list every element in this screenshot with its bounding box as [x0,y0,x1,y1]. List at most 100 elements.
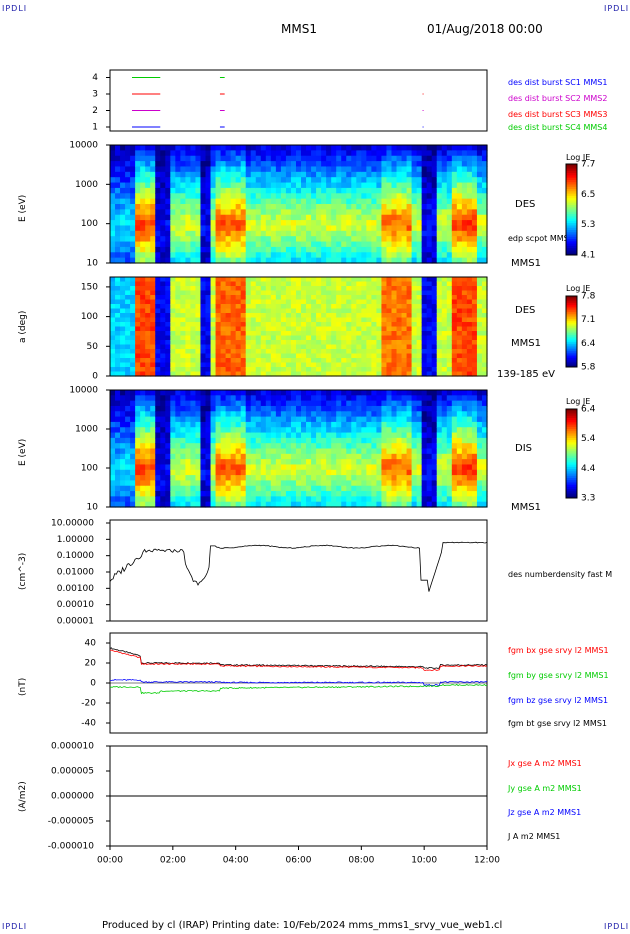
spectrogram-cell [205,313,212,319]
spectrogram-cell [431,281,438,287]
spectrogram-cell [346,353,352,359]
spectrogram-cell [336,485,342,492]
spectrogram-cell [476,331,483,337]
spectrogram-cell [145,257,151,264]
spectrogram-cell [416,313,423,319]
spectrogram-cell [110,290,116,296]
spectrogram-cell [110,411,116,418]
spectrogram-cell [150,335,156,341]
spectrogram-cell [446,480,453,487]
spectrogram-cell [290,220,297,227]
spectrogram-cell [456,427,463,434]
spectrogram-cell [311,290,317,296]
spectrogram-cell [215,496,222,503]
spectrogram-cell [401,448,408,455]
spectrogram-cell [245,344,252,350]
spectrogram-cell [265,286,272,292]
spectrogram-cell [190,448,197,455]
spectrogram-cell [361,277,367,283]
spectrogram-cell [285,150,292,157]
spectrogram-cell [346,317,352,323]
spectrogram-cell [391,299,398,305]
spectrogram-cell [346,246,352,253]
spectrogram-cell [255,277,262,283]
spectrogram-cell [225,308,232,314]
spectrogram-cell [426,277,433,283]
spectrogram-cell [285,225,292,232]
spectrogram-cell [376,331,383,337]
spectrogram-cell [225,193,232,200]
spectrogram-cell [230,308,237,314]
spectrogram-cell [190,469,197,476]
spectrogram-cell [381,335,388,341]
spectrogram-cell [130,246,136,253]
spectrogram-cell [235,491,242,497]
spectrogram-cell [316,367,322,373]
spectrogram-cell [200,198,207,205]
spectrogram-cell [391,322,398,328]
spectrogram-cell [295,453,302,460]
spectrogram-cell [205,501,212,508]
spectrogram-cell [255,353,262,359]
spectrogram-cell [290,241,297,248]
spectrogram-cell [145,145,151,151]
spectrogram-cell [215,335,222,341]
spectrogram-cell [285,443,292,450]
spectrogram-cell [110,155,116,162]
spectrogram-cell [110,480,116,487]
spectrogram-cell [411,161,418,168]
spectrogram-cell [255,390,262,396]
spectrogram-cell [361,187,367,194]
spectrogram-cell [180,331,186,337]
spectrogram-cell [205,252,212,259]
spectrogram-cell [210,390,217,396]
spectrogram-cell [275,177,282,184]
spectrogram-cell [386,304,393,310]
spectrogram-cell [200,241,207,248]
spectrogram-cell [130,416,136,423]
spectrogram-cell [356,177,362,184]
spectrogram-cell [406,411,413,418]
spectrogram-cell [371,241,378,248]
spectrogram-cell [145,496,151,503]
spectrogram-cell [416,225,423,232]
spectrogram-cell [346,349,352,355]
spectrogram-cell [225,166,232,173]
spectrogram-cell [275,335,282,341]
spectrogram-cell [391,475,398,482]
spectrogram-cell [301,252,307,259]
spectrogram-cell [381,236,388,243]
spectrogram-cell [471,171,478,178]
spectrogram-cell [361,353,367,359]
spectrogram-cell [391,405,398,412]
spectrogram-cell [130,236,136,243]
spectrogram-cell [170,187,176,194]
spectrogram-cell [285,411,292,418]
spectrogram-cell [250,469,257,476]
spectrogram-cell [235,405,242,412]
spectrogram-cell [466,286,473,292]
spectrogram-cell [255,480,262,487]
spectrogram-cell [245,277,252,283]
spectrogram-cell [406,390,413,396]
spectrogram-cell [190,290,197,296]
spectrogram-cell [421,480,428,487]
spectrogram-cell [361,322,367,328]
spectrogram-cell [265,322,272,328]
spectrogram-cell [230,331,237,337]
spectrogram-cell [421,209,428,216]
spectrogram-cell [250,241,257,248]
spectrogram-cell [155,371,161,377]
spectrogram-cell [155,331,161,337]
spectrogram-cell [130,464,136,471]
spectrogram-cell [160,326,166,332]
spectrogram-cell [235,290,242,296]
spectrogram-cell [366,161,372,168]
spectrogram-cell [230,204,237,210]
spectrogram-cell [165,344,171,350]
spectrogram-cell [175,496,181,503]
spectrogram-cell [295,367,302,373]
spectrogram-cell [411,475,418,482]
spectrogram-cell [280,204,287,210]
spectrogram-cell [371,485,378,492]
